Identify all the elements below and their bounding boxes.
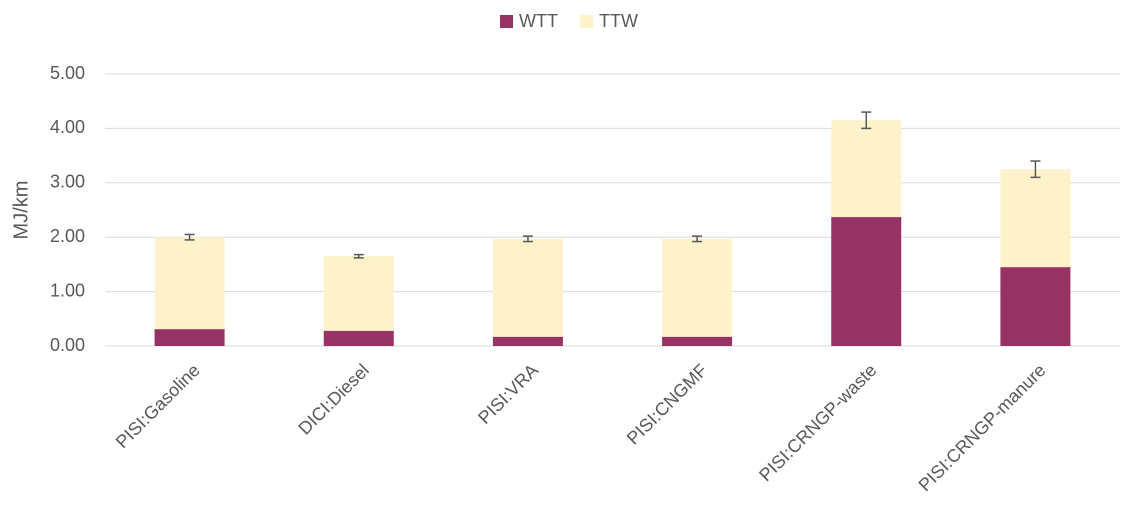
legend-label: WTT	[519, 11, 558, 31]
x-tick-label: DICI:Diesel	[294, 360, 373, 439]
y-tick-label: 4.00	[50, 117, 85, 137]
x-tick-label: PISI:CRNGP-waste	[755, 360, 880, 485]
bar-segment	[492, 336, 563, 346]
error-bar	[522, 235, 533, 243]
bar-segment	[662, 336, 733, 346]
bar-segment	[1000, 267, 1071, 346]
y-tick-label: 3.00	[50, 172, 85, 192]
bar-segment	[154, 237, 225, 330]
x-tick-label: PISI:Gasoline	[112, 360, 204, 452]
bar-segment	[831, 120, 902, 218]
error-bar	[353, 253, 364, 259]
bar-segment	[323, 256, 394, 331]
bar-segment	[492, 238, 563, 337]
y-axis-label: MJ/km	[10, 181, 32, 240]
y-tick-label: 2.00	[50, 226, 85, 246]
legend-label: TTW	[599, 11, 638, 31]
error-bar	[692, 235, 703, 243]
error-bar	[861, 111, 872, 130]
y-tick-label: 5.00	[50, 63, 85, 83]
bar-segment	[323, 330, 394, 346]
y-tick-label: 1.00	[50, 280, 85, 300]
bar-segment	[831, 217, 902, 346]
x-tick-label: PISI:VRA	[474, 360, 542, 428]
bar-segment	[662, 238, 733, 337]
x-tick-label: PISI:CNGMF	[623, 360, 711, 448]
y-tick-label: 0.00	[50, 335, 85, 355]
legend-swatch	[500, 15, 513, 28]
x-tick-label: PISI:CRNGP-manure	[915, 360, 1050, 495]
bar-segment	[1000, 169, 1071, 268]
legend-swatch	[579, 15, 593, 28]
error-bar	[1030, 160, 1041, 179]
bar-segment	[154, 329, 225, 346]
error-bar	[184, 233, 195, 241]
